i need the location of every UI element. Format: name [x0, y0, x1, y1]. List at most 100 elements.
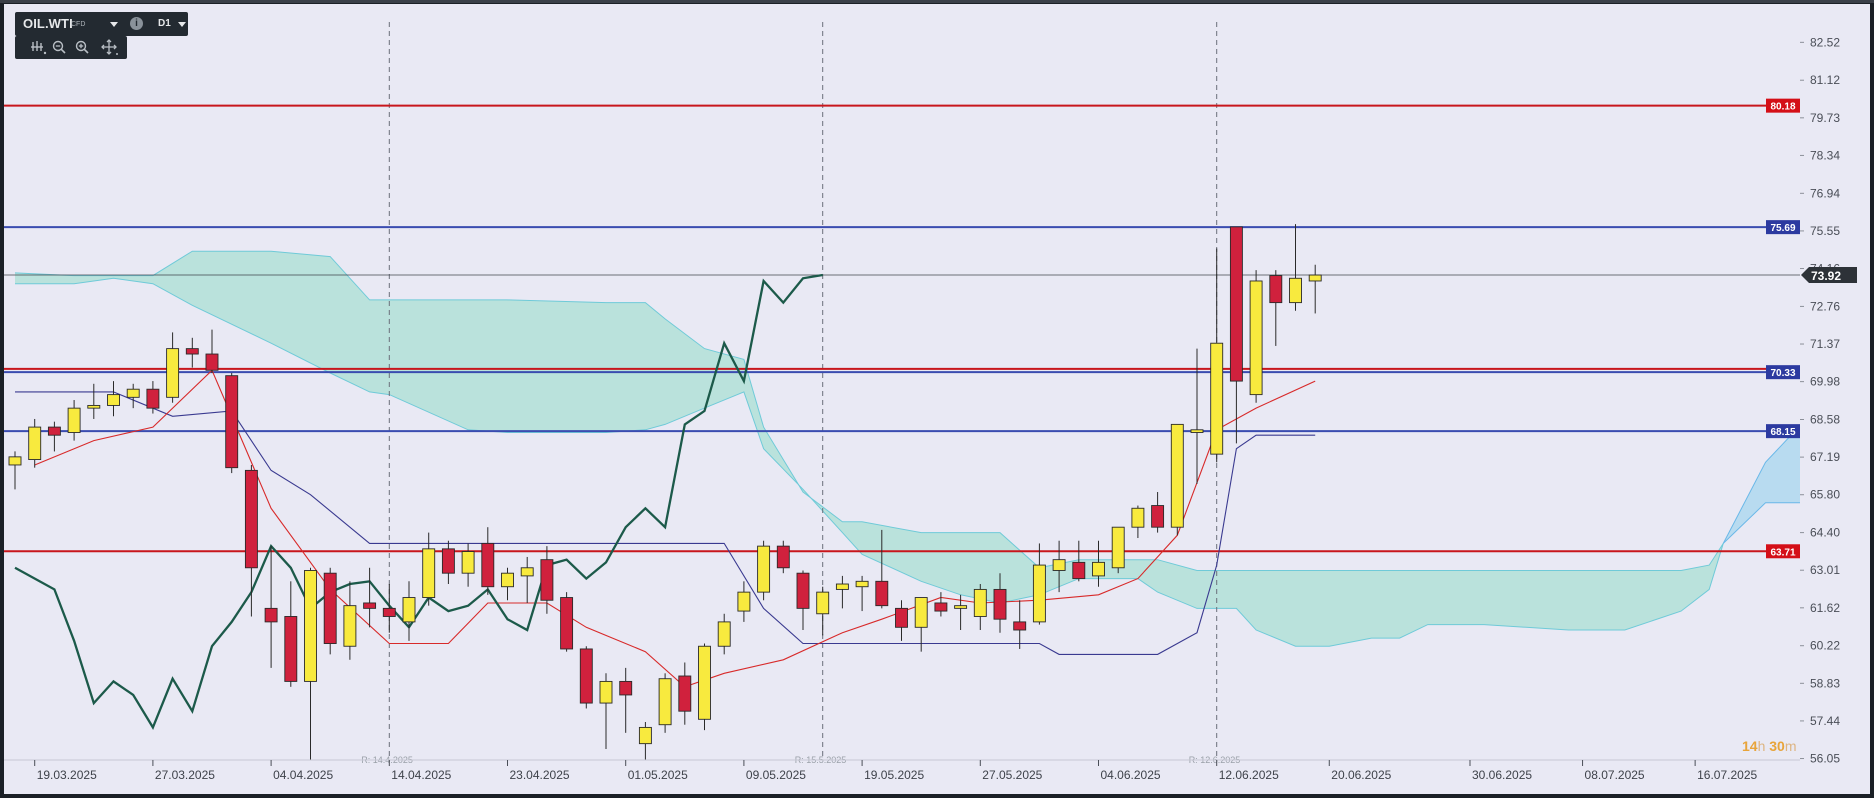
timer-minutes-unit: m	[1784, 738, 1797, 754]
candle-body	[1229, 226, 1243, 382]
x-tick-label: 01.05.2025	[628, 768, 688, 782]
candle-body	[343, 605, 357, 647]
timeframe-selector[interactable]: D1	[154, 14, 188, 34]
y-tick-label: 76.94	[1810, 186, 1840, 200]
level-tag	[1766, 544, 1800, 559]
top-border	[0, 0, 1874, 3]
zoom-in-icon[interactable]	[74, 39, 92, 56]
candle-body	[737, 591, 751, 612]
level-tag	[1766, 98, 1800, 113]
x-tick-label: 04.06.2025	[1101, 768, 1161, 782]
current-price-tag	[1801, 267, 1857, 284]
y-tick-label: 65.80	[1810, 488, 1840, 502]
y-tick-label: 82.52	[1810, 35, 1840, 49]
candle-body	[855, 580, 869, 588]
candle-body	[1131, 507, 1145, 528]
y-tick-label: 60.22	[1810, 639, 1840, 653]
crosshair-icon[interactable]	[101, 39, 119, 56]
candle-body	[599, 680, 613, 704]
candle-body	[1308, 274, 1322, 282]
candle-body	[501, 572, 514, 588]
ichimoku-cloud-upper	[14, 250, 1724, 571]
x-tick-label: 20.06.2025	[1331, 768, 1391, 782]
y-tick-label: 57.44	[1810, 714, 1840, 728]
y-tick-label: 79.73	[1810, 111, 1840, 125]
candle-body	[28, 426, 42, 461]
candle-body	[1190, 429, 1204, 433]
candle-body	[363, 602, 377, 609]
x-tick-label: 12.06.2025	[1219, 768, 1279, 782]
candle-body	[1111, 526, 1125, 569]
candle-body	[225, 375, 239, 469]
y-tick-label: 63.01	[1810, 563, 1840, 577]
candle-body	[973, 588, 987, 617]
chevron-down-icon	[178, 22, 186, 27]
candle-body	[698, 645, 711, 720]
candle-body	[244, 469, 258, 569]
candle-body	[461, 551, 475, 574]
chevron-down-icon[interactable]	[110, 22, 118, 27]
y-tick-label: 69.98	[1810, 375, 1840, 389]
candle-body	[422, 548, 436, 598]
candle-body	[619, 680, 633, 696]
candle-body	[1249, 280, 1263, 396]
candle-body	[1151, 505, 1165, 528]
candle-body	[579, 648, 593, 704]
level-tag-label: 80.18	[1770, 102, 1795, 113]
x-tick-label: 27.05.2025	[982, 768, 1042, 782]
ichimoku-cloud-lower	[15, 277, 1724, 647]
candle-body	[835, 583, 849, 590]
candle-body	[1210, 342, 1224, 455]
level-tag	[1766, 220, 1800, 235]
level-tag-label: 75.69	[1770, 223, 1795, 234]
candle-body	[67, 407, 81, 433]
indicator-settings-icon[interactable]	[30, 39, 48, 56]
x-tick-label: 19.03.2025	[37, 768, 97, 782]
y-tick-label: 81.12	[1810, 73, 1840, 87]
candle-body	[185, 348, 199, 355]
candle-body	[1013, 621, 1027, 631]
chart-tools-toolbar	[15, 36, 127, 59]
candle-body	[1052, 559, 1066, 571]
candle-body	[126, 388, 140, 398]
symbol-label[interactable]: OIL.WTI	[23, 16, 73, 31]
candle-body	[993, 588, 1007, 620]
candle-body	[382, 607, 396, 617]
candle-body	[146, 388, 160, 409]
candle-body	[540, 559, 554, 601]
candle-body	[8, 456, 22, 466]
info-icon[interactable]: i	[130, 17, 143, 30]
y-tick-label: 68.58	[1810, 413, 1840, 427]
plot-area	[4, 22, 1800, 760]
candle-body	[87, 404, 101, 409]
x-tick-label: 14.04.2025	[391, 768, 451, 782]
level-tag-label: 70.33	[1770, 368, 1795, 379]
candle-body	[757, 545, 771, 593]
x-tick-label: 30.06.2025	[1472, 768, 1532, 782]
ichimoku-cloud-future	[1723, 431, 1800, 544]
level-tag	[1766, 424, 1800, 439]
instrument-toolbar: OIL.WTI CFD i D1	[15, 12, 188, 36]
ichimoku-cloud	[15, 251, 1724, 647]
candle-body	[816, 591, 830, 615]
candle-body	[776, 545, 790, 569]
candle-body	[205, 353, 219, 371]
y-tick-label: 67.19	[1810, 450, 1840, 464]
candle-body	[875, 580, 889, 607]
x-tick-label: 09.05.2025	[746, 768, 806, 782]
y-tick-label: 72.76	[1810, 299, 1840, 313]
candle-body	[284, 616, 298, 682]
zoom-out-icon[interactable]	[51, 39, 69, 56]
candle-body	[47, 426, 61, 436]
timer-hours: 14	[1742, 738, 1758, 754]
candle-body	[323, 572, 337, 644]
candle-countdown-timer: 14h 30m	[1742, 738, 1797, 754]
ichimoku-cloud-future-lower	[1722, 502, 1800, 544]
current-price-label: 73.92	[1811, 269, 1841, 283]
candle-body	[717, 621, 731, 647]
level-tag-label: 63.71	[1770, 547, 1795, 558]
candle-body	[1072, 561, 1086, 580]
y-tick-label: 78.34	[1810, 148, 1840, 162]
